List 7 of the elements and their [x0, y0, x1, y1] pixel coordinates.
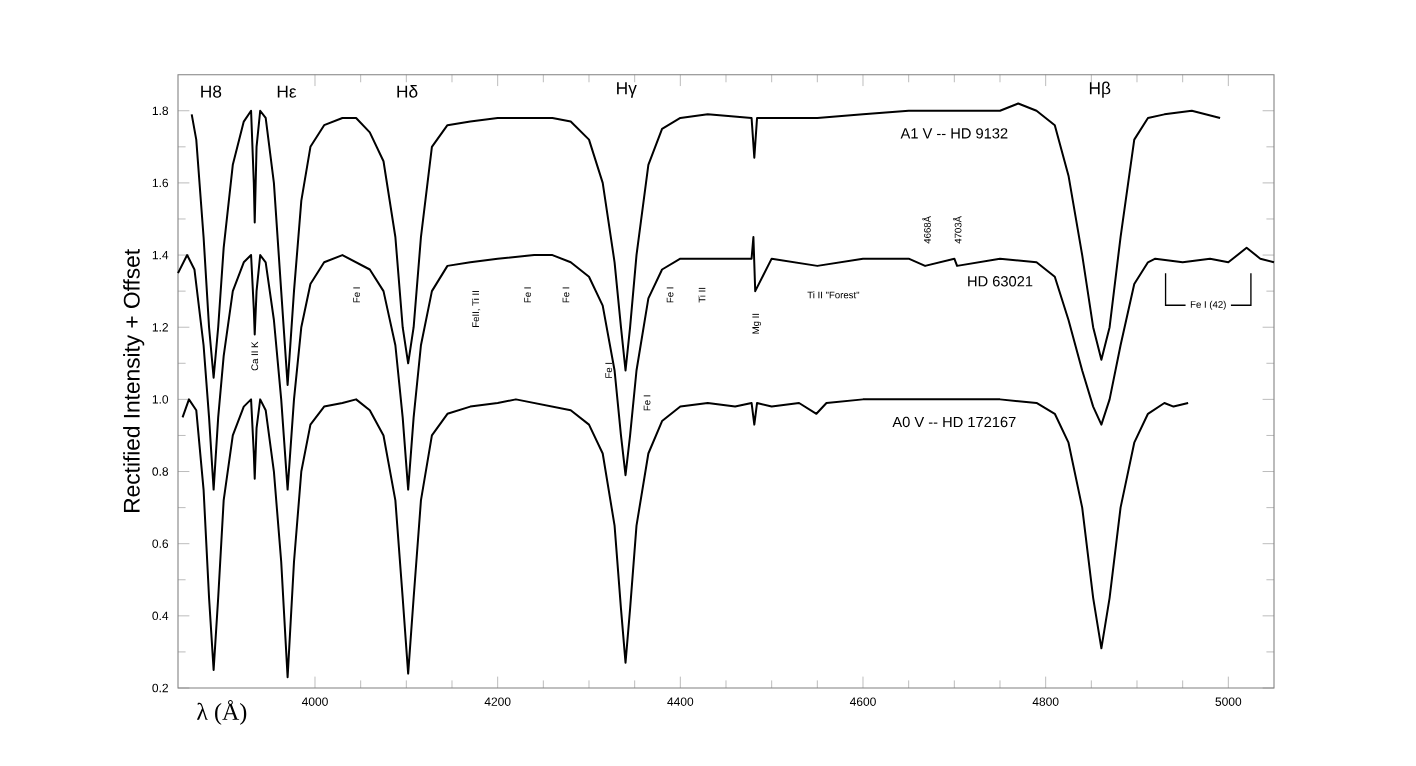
annotation: H8 — [201, 85, 222, 98]
annotation: Hγ — [617, 82, 637, 98]
annotation: Hδ — [397, 85, 418, 98]
annotation: Hε — [277, 85, 297, 98]
y-axis-title: Rectified Intensity + Offset — [123, 249, 145, 512]
x-axis-title: λ (Å) — [196, 700, 247, 725]
annotation: Hβ — [1089, 81, 1111, 98]
